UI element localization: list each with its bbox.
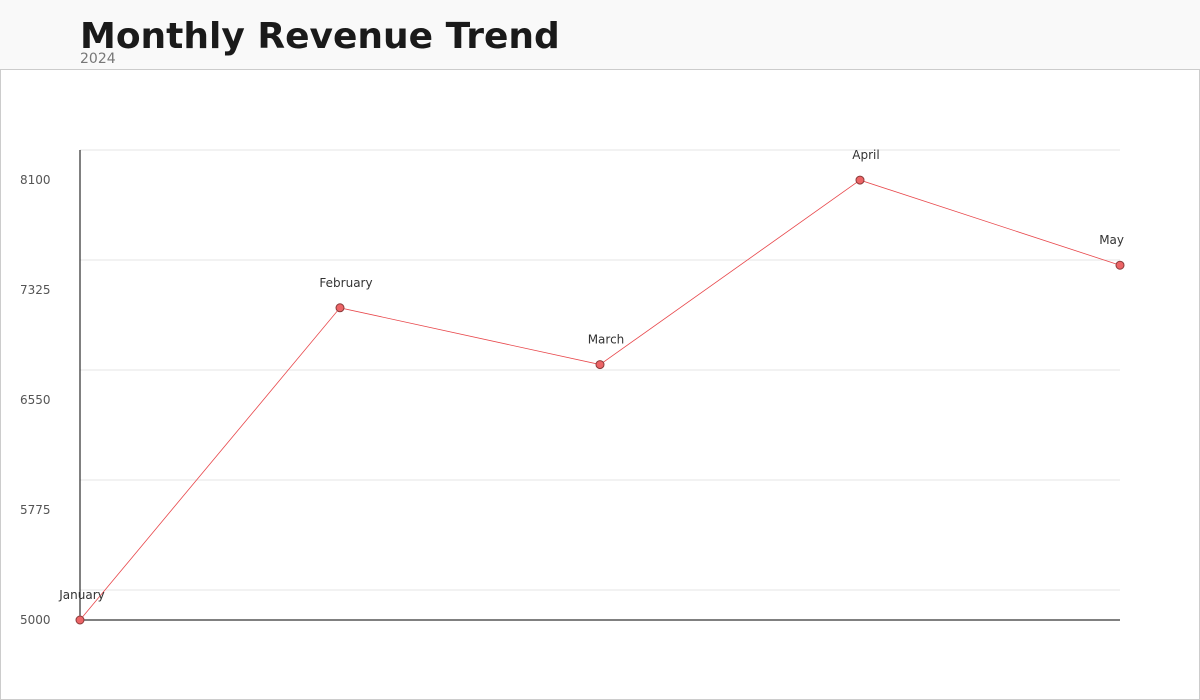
data-point — [855, 175, 865, 185]
y-tick-label: 6550 — [20, 393, 51, 407]
y-tick-label: 8100 — [20, 173, 51, 187]
series-line-path — [79, 179, 1121, 621]
y-tick-label: 5775 — [20, 503, 51, 517]
y-tick-label: 5000 — [20, 613, 51, 627]
grid-lines — [80, 149, 1120, 591]
data-point — [335, 303, 345, 313]
chart-header: Monthly Revenue Trend 2024 — [0, 0, 1200, 70]
data-point — [1115, 260, 1125, 270]
point-label: April — [852, 148, 879, 162]
point-label: February — [319, 276, 372, 290]
page-subtitle: 2024 — [80, 51, 116, 67]
page-title: Monthly Revenue Trend — [80, 16, 560, 57]
point-label: March — [588, 333, 625, 347]
series-line — [79, 179, 1121, 621]
data-point — [75, 615, 85, 625]
axes — [79, 150, 1120, 621]
y-tick-label: 7325 — [20, 283, 51, 297]
data-points — [75, 175, 1125, 625]
point-label: May — [1099, 233, 1124, 247]
point-label: January — [58, 588, 105, 602]
point-labels: January February March April May — [58, 148, 1124, 602]
data-point — [595, 360, 605, 370]
y-tick-labels: 5000 5775 6550 7325 8100 — [20, 173, 51, 627]
